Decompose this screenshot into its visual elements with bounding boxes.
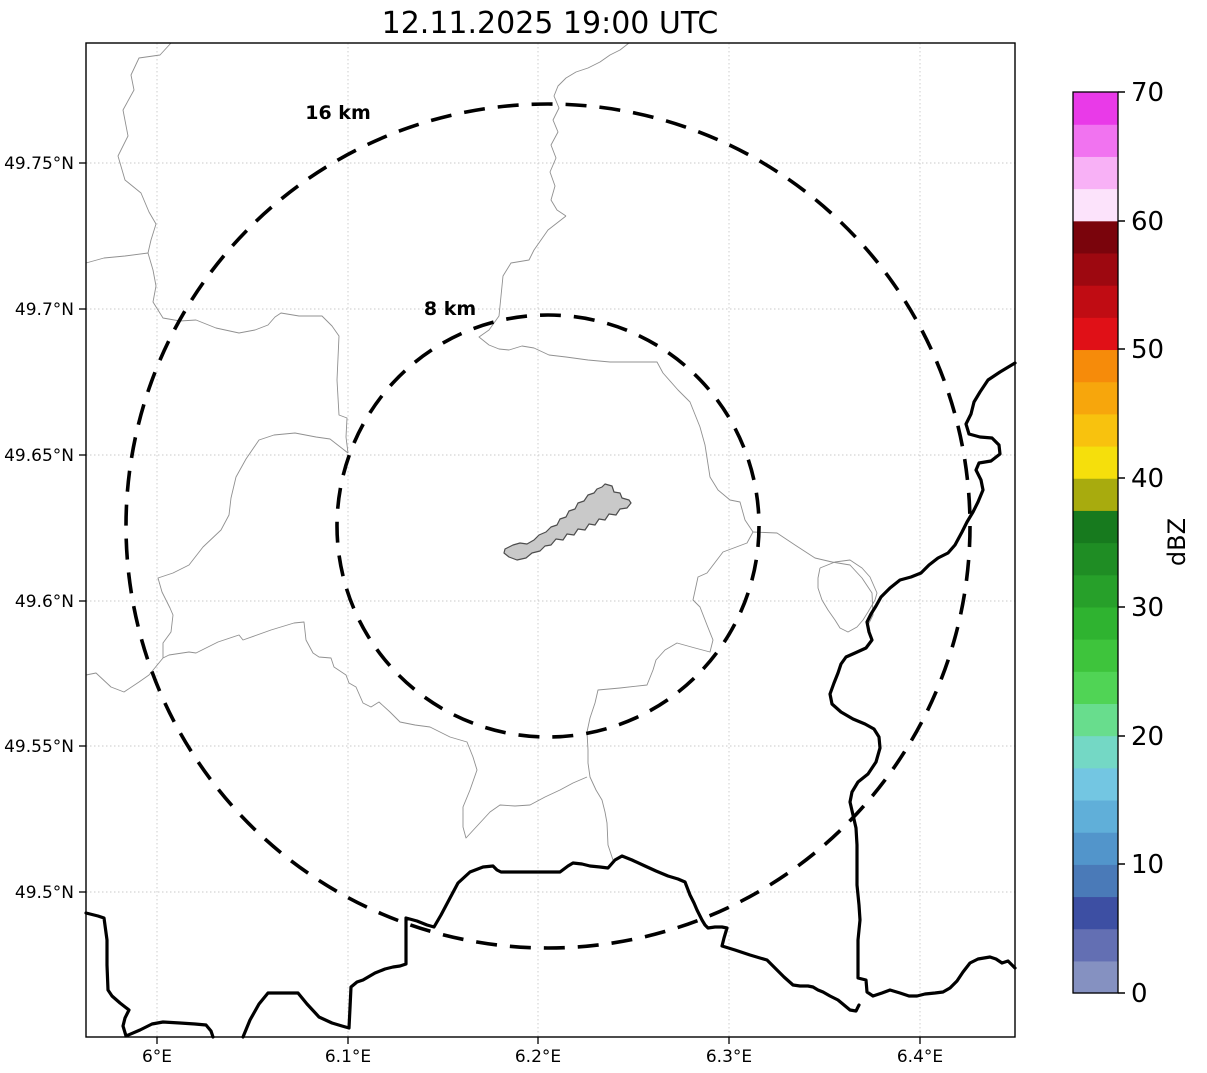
colorbar-segment [1073,928,1118,962]
colorbar-tick-label: 50 [1131,335,1164,365]
colorbar-segment [1073,349,1118,383]
x-axis-tick-labels: 6°E 6.1°E 6.2°E 6.3°E 6.4°E [142,1047,943,1067]
colorbar-segment [1073,220,1118,254]
x-axis-tick-label: 6.2°E [515,1047,561,1067]
colorbar-tick-label: 70 [1131,78,1164,108]
axis-tick-marks [79,162,921,1044]
colorbar-segment [1073,413,1118,447]
colorbar-segment [1073,510,1118,544]
colorbar-segment [1073,252,1118,286]
colorbar-tick-label: 40 [1131,464,1164,494]
colorbar-segment [1073,896,1118,930]
x-axis-tick-label: 6.4°E [897,1047,943,1067]
colorbar-segment [1073,767,1118,801]
y-axis-tick-label: 49.7°N [15,300,74,320]
colorbar-tick-label: 30 [1131,593,1164,623]
colorbar-segment [1073,574,1118,608]
range-ring-8km-label: 8 km [424,298,476,320]
colorbar-segment [1073,188,1118,222]
range-ring-16km [124,102,972,950]
admin-boundary-lines [85,42,878,861]
colorbar-tick-labels: 0 10 20 30 40 50 60 70 [1131,78,1164,1009]
colorbar-segment [1073,606,1118,640]
colorbar-segment [1073,639,1118,672]
colorbar-segment [1073,445,1118,479]
colorbar-tick-marks [1118,91,1125,994]
colorbar-outline [1072,91,1119,994]
y-axis-tick-label: 49.5°N [15,883,74,903]
colorbar-segment [1073,735,1118,769]
colorbar-title: dBZ [1163,518,1191,566]
colorbar-segment [1073,124,1118,157]
colorbar-tick-label: 60 [1131,207,1164,237]
colorbar-segment [1073,381,1118,415]
y-axis-tick-label: 49.6°N [15,592,74,612]
country-borders [84,361,1017,1039]
colorbar-segment [1073,864,1118,898]
colorbar: 0 10 20 30 40 50 60 70 dBZ [1072,78,1191,1009]
x-axis-tick-label: 6.3°E [706,1047,752,1067]
colorbar-segment [1073,703,1118,737]
y-axis-tick-label: 49.55°N [4,737,74,757]
range-ring-8km [335,313,761,739]
colorbar-segment [1073,832,1118,865]
colorbar-segment [1073,156,1118,190]
colorbar-segments [1073,92,1118,994]
x-axis-tick-label: 6.1°E [325,1047,371,1067]
range-rings [124,102,972,950]
page-title: 12.11.2025 19:00 UTC [382,6,719,41]
range-ring-16km-label: 16 km [305,102,371,124]
colorbar-segment [1073,92,1118,125]
colorbar-segment [1073,799,1118,833]
x-axis-tick-label: 6°E [142,1047,172,1067]
colorbar-segment [1073,285,1118,318]
y-axis-tick-label: 49.65°N [4,446,74,466]
country-border-south [84,854,861,1039]
y-axis-tick-label: 49.75°N [4,154,74,174]
colorbar-tick-label: 0 [1131,979,1148,1009]
colorbar-segment [1073,960,1118,994]
colorbar-tick-label: 20 [1131,722,1164,752]
y-axis-tick-labels: 49.75°N 49.7°N 49.65°N 49.6°N 49.55°N 49… [4,154,74,903]
city-area-polygon [503,483,632,561]
colorbar-segment [1073,542,1118,576]
country-border-east [828,361,1017,998]
colorbar-segment [1073,317,1118,351]
colorbar-segment [1073,671,1118,704]
colorbar-segment [1073,478,1118,511]
map-frame [85,42,1016,1038]
colorbar-tick-label: 10 [1131,850,1164,880]
